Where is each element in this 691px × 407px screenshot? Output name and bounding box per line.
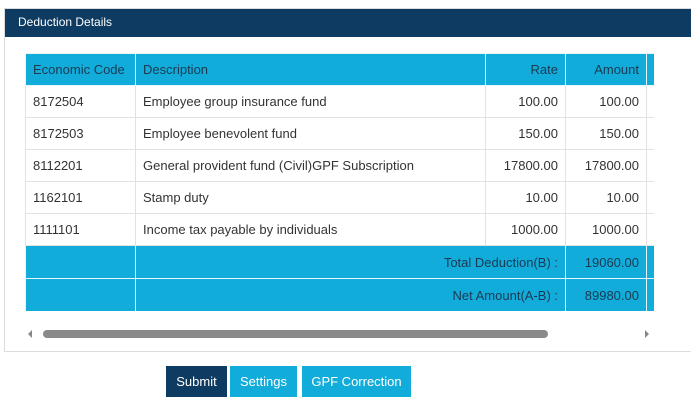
cell: 8112201 — [25, 149, 136, 182]
button[interactable]: GPF Correction — [302, 366, 411, 397]
total-value: 89980.00 — [565, 278, 647, 311]
deduction-table: Economic Code Description Rate Amount 817250… — [25, 53, 654, 311]
data-row: 1111101 Income tax payable by individuals… — [25, 213, 654, 246]
cell: Income tax payable by individuals — [135, 213, 486, 246]
panel: Deduction Details Economic Code Descripti… — [4, 8, 691, 352]
cell: 1162101 — [25, 181, 136, 214]
header-cell — [646, 53, 654, 86]
column-header: Economic Code — [25, 53, 136, 86]
total-row: Total Deduction(B) :19060.00 — [25, 245, 654, 279]
panel-title: Deduction Details — [5, 9, 691, 37]
cell: 150.00 — [565, 117, 647, 150]
column-header: Description — [135, 53, 486, 86]
cell: 8172503 — [25, 117, 136, 150]
cell: 17800.00 — [565, 149, 647, 182]
cell: 1000.00 — [485, 213, 566, 246]
total-label: Net Amount(A-B) : — [135, 278, 566, 311]
cell: Stamp duty — [135, 181, 486, 214]
cell — [646, 85, 654, 118]
cell — [646, 278, 654, 311]
column-header: Amount — [565, 53, 647, 86]
header-row: Economic Code Description Rate Amount — [25, 53, 654, 86]
total-label: Total Deduction(B) : — [135, 245, 566, 279]
cell: General provident fund (Civil)GPF Subscr… — [135, 149, 486, 182]
cell — [646, 117, 654, 150]
table-container: Economic Code Description Rate Amount 817250… — [25, 53, 654, 311]
button[interactable]: Settings — [230, 366, 297, 397]
cell — [646, 245, 654, 279]
total-value: 19060.00 — [565, 245, 647, 279]
cell: 150.00 — [485, 117, 566, 150]
column-header: Rate — [485, 53, 566, 86]
cell: Employee group insurance fund — [135, 85, 486, 118]
cell — [646, 149, 654, 182]
cell: 1000.00 — [565, 213, 647, 246]
cell: 10.00 — [565, 181, 647, 214]
data-row: 1162101 Stamp duty 10.00 10.00 — [25, 181, 654, 214]
cell — [646, 181, 654, 214]
data-row: 8172503 Employee benevolent fund 150.00 150… — [25, 117, 654, 150]
data-row: 8172504 Employee group insurance fund 100.… — [25, 85, 654, 118]
cell — [25, 278, 136, 311]
cell: 100.00 — [565, 85, 647, 118]
data-row: 8112201 General provident fund (Civil)GPF… — [25, 149, 654, 182]
scroll-arrows — [28, 330, 649, 338]
cell: 8172504 — [25, 85, 136, 118]
cell: Employee benevolent fund — [135, 117, 486, 150]
cell: 1111101 — [25, 213, 136, 246]
horizontal-scrollbar[interactable] — [25, 327, 654, 341]
cell: 10.00 — [485, 181, 566, 214]
scroll-thumb[interactable] — [43, 330, 548, 338]
cell: 17800.00 — [485, 149, 566, 182]
button[interactable]: Submit — [166, 366, 227, 397]
cell — [25, 245, 136, 279]
cell: 100.00 — [485, 85, 566, 118]
total-row: Net Amount(A-B) :89980.00 — [25, 278, 654, 311]
cell — [646, 213, 654, 246]
